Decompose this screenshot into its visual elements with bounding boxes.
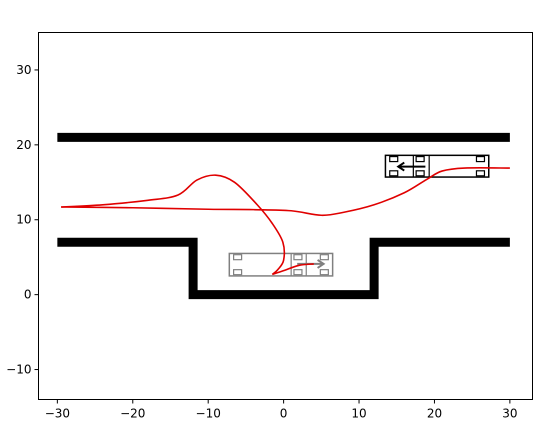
path-series-1: [61, 167, 510, 217]
vehicle-wheel: [389, 170, 399, 177]
x-tick-label: 20: [427, 407, 442, 421]
vehicle-wheel: [233, 269, 243, 276]
x-tick-label: −20: [120, 407, 145, 421]
x-tick-label: 30: [502, 407, 517, 421]
vehicle-wheel: [319, 254, 329, 261]
walls-layer: [57, 132, 510, 300]
path-series-2: [61, 174, 286, 276]
vehicle-wheel: [415, 170, 425, 177]
y-tick-label: 0: [24, 288, 32, 302]
paths-layer: [61, 167, 510, 276]
vehicles-layer: [228, 154, 490, 277]
vehicle-wheel: [319, 269, 329, 276]
x-tick-label: −10: [196, 407, 221, 421]
y-tick-label: 30: [16, 63, 31, 77]
vehicle-wheel: [293, 269, 303, 276]
vehicle-start: [384, 154, 490, 178]
vehicle-arrow-head: [317, 259, 326, 269]
y-axis: −10 0 10 20 30: [6, 63, 39, 377]
vehicle-wheel: [293, 254, 303, 261]
y-tick-label: 10: [16, 213, 31, 227]
y-tick-label: 20: [16, 138, 31, 152]
lower-wall-left: [57, 237, 510, 300]
x-tick-label: −30: [45, 407, 70, 421]
vehicle-body: [384, 154, 490, 178]
x-axis: −30 −20 −10 0 10 20 30: [45, 399, 518, 421]
vehicle-wheel: [389, 155, 399, 163]
vehicle-wheel: [415, 155, 425, 163]
plot-frame: [38, 32, 533, 400]
vehicle-wheel: [233, 254, 243, 261]
vehicle-wheel: [475, 155, 486, 163]
x-tick-label: 10: [351, 407, 366, 421]
y-tick-label: −10: [6, 363, 31, 377]
vehicle-body: [228, 252, 334, 277]
x-tick-label: 0: [280, 407, 288, 421]
vehicle-arrow-head: [396, 161, 405, 172]
path-series-3: [272, 263, 314, 276]
vehicle-wheel: [475, 170, 486, 177]
